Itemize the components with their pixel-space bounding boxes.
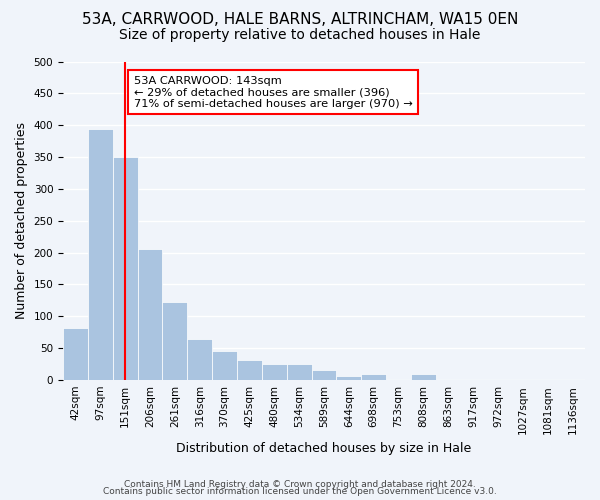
Bar	[337, 376, 361, 380]
Bar	[311, 370, 337, 380]
Y-axis label: Number of detached properties: Number of detached properties	[15, 122, 28, 320]
Bar	[63, 328, 88, 380]
Text: Contains public sector information licensed under the Open Government Licence v3: Contains public sector information licen…	[103, 487, 497, 496]
Bar	[163, 302, 187, 380]
Bar	[287, 364, 311, 380]
Bar	[212, 350, 237, 380]
Text: 53A, CARRWOOD, HALE BARNS, ALTRINCHAM, WA15 0EN: 53A, CARRWOOD, HALE BARNS, ALTRINCHAM, W…	[82, 12, 518, 28]
Bar	[411, 374, 436, 380]
Text: Size of property relative to detached houses in Hale: Size of property relative to detached ho…	[119, 28, 481, 42]
Text: Contains HM Land Registry data © Crown copyright and database right 2024.: Contains HM Land Registry data © Crown c…	[124, 480, 476, 489]
X-axis label: Distribution of detached houses by size in Hale: Distribution of detached houses by size …	[176, 442, 472, 455]
Bar	[237, 360, 262, 380]
Bar	[361, 374, 386, 380]
Bar	[187, 340, 212, 380]
Bar	[88, 129, 113, 380]
Bar	[137, 250, 163, 380]
Text: 53A CARRWOOD: 143sqm
← 29% of detached houses are smaller (396)
71% of semi-deta: 53A CARRWOOD: 143sqm ← 29% of detached h…	[134, 76, 413, 108]
Bar	[262, 364, 287, 380]
Bar	[113, 157, 137, 380]
